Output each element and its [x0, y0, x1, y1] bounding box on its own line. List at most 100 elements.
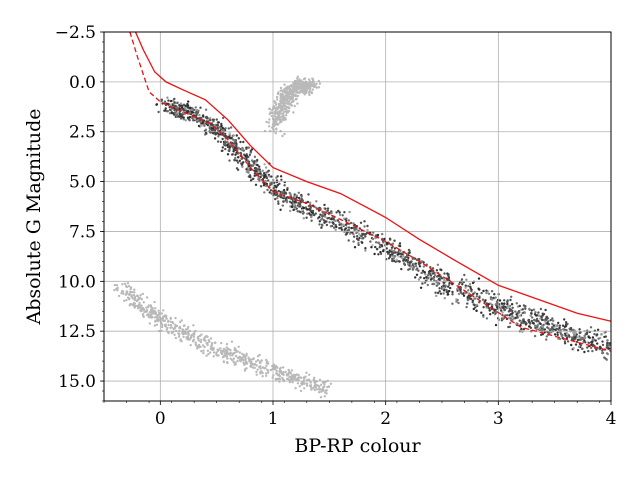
- star-point: [591, 336, 595, 339]
- star-point: [174, 336, 178, 340]
- star-point: [318, 378, 322, 381]
- star-point: [259, 185, 263, 188]
- star-point: [500, 309, 503, 312]
- star-point: [296, 102, 299, 105]
- star-point: [265, 120, 268, 124]
- star-point: [425, 276, 428, 279]
- star-point: [467, 289, 470, 292]
- star-point: [594, 339, 597, 342]
- star-point: [510, 295, 513, 298]
- star-point: [298, 86, 301, 89]
- star-point: [394, 251, 397, 254]
- star-point: [228, 131, 231, 135]
- y-tick-label: 5.0: [69, 173, 96, 193]
- star-point: [165, 110, 169, 113]
- star-point: [524, 307, 527, 310]
- star-point: [233, 347, 237, 350]
- star-point: [406, 261, 409, 264]
- star-point: [289, 97, 292, 100]
- star-point: [256, 368, 259, 371]
- star-point: [243, 157, 247, 160]
- star-point: [129, 286, 133, 289]
- star-point: [221, 137, 224, 141]
- star-point: [279, 196, 283, 199]
- star-point: [255, 360, 258, 363]
- star-point: [438, 287, 441, 290]
- star-point: [139, 304, 142, 307]
- star-point: [447, 285, 450, 288]
- star-point: [319, 396, 323, 399]
- star-point: [540, 318, 544, 322]
- star-point: [500, 302, 504, 305]
- star-point: [511, 311, 514, 315]
- star-point: [514, 316, 517, 320]
- star-point: [219, 351, 223, 354]
- star-point: [273, 112, 277, 116]
- star-point: [187, 100, 190, 103]
- star-point: [590, 341, 593, 344]
- star-point: [280, 371, 283, 374]
- star-point: [180, 319, 183, 322]
- star-point: [314, 212, 317, 215]
- star-point: [283, 107, 286, 111]
- star-point: [535, 328, 538, 331]
- star-point: [155, 103, 159, 106]
- star-point: [309, 82, 312, 85]
- star-point: [438, 290, 441, 293]
- star-point: [487, 292, 491, 295]
- star-point: [291, 378, 294, 381]
- star-point: [544, 308, 547, 312]
- star-point: [542, 318, 546, 322]
- star-point: [315, 86, 319, 89]
- star-point: [520, 327, 523, 331]
- star-point: [275, 127, 278, 130]
- grid: [104, 31, 612, 401]
- star-point: [182, 335, 185, 338]
- star-point: [279, 175, 283, 178]
- star-point: [308, 88, 311, 92]
- star-point: [503, 308, 506, 312]
- star-point: [162, 309, 165, 312]
- star-point: [524, 305, 527, 308]
- x-tick-label: 1: [268, 409, 279, 429]
- star-point: [269, 189, 273, 192]
- star-point: [252, 357, 256, 360]
- star-point: [206, 341, 209, 345]
- star-point: [348, 210, 351, 214]
- star-point: [574, 343, 578, 346]
- star-point: [255, 370, 258, 374]
- star-point: [553, 326, 556, 330]
- star-point: [226, 143, 229, 147]
- star-point: [310, 386, 313, 389]
- star-point: [261, 375, 264, 378]
- star-point: [299, 200, 302, 203]
- star-point: [449, 286, 452, 290]
- star-point: [293, 85, 296, 89]
- star-point: [414, 276, 417, 279]
- star-point: [267, 179, 270, 182]
- star-point: [179, 338, 182, 341]
- star-point: [358, 236, 361, 240]
- star-point: [282, 103, 286, 106]
- star-point: [447, 276, 451, 280]
- star-point: [390, 246, 394, 249]
- star-point: [240, 147, 244, 150]
- star-point: [444, 285, 447, 288]
- star-point: [274, 109, 277, 112]
- star-point: [518, 311, 521, 314]
- star-point: [574, 336, 577, 339]
- star-point: [293, 377, 296, 380]
- star-point: [310, 90, 313, 94]
- star-point: [237, 146, 240, 150]
- star-point: [203, 124, 206, 128]
- star-point: [435, 294, 438, 298]
- star-point: [235, 167, 239, 170]
- star-point: [279, 102, 283, 105]
- star-point: [276, 118, 279, 122]
- star-point: [200, 338, 203, 341]
- star-point: [283, 110, 286, 114]
- star-point: [284, 192, 288, 195]
- star-point: [417, 278, 421, 281]
- star-point: [121, 283, 124, 286]
- star-point: [398, 244, 402, 248]
